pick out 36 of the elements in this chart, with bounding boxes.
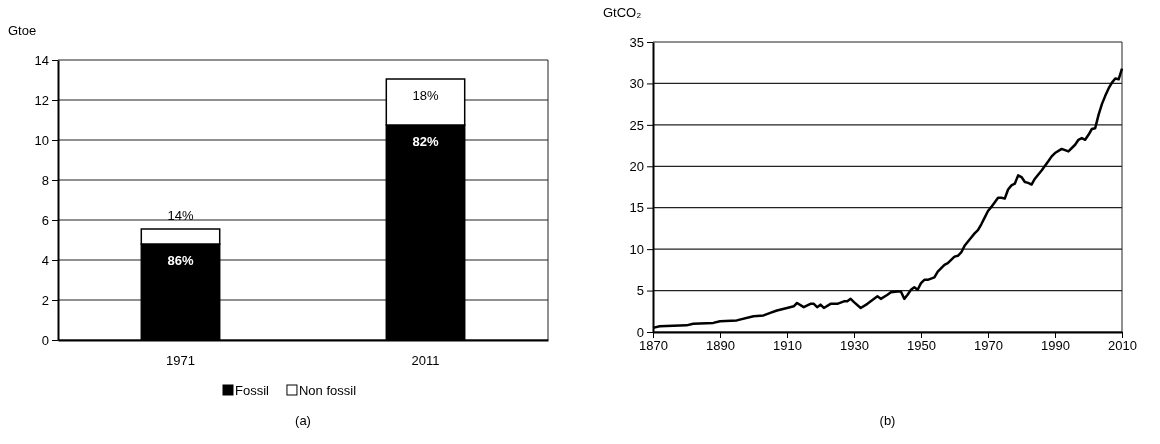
x-tick-label: 1930 bbox=[840, 338, 869, 354]
y-axis-title: GtCO₂ bbox=[603, 5, 642, 20]
annotation: 18% bbox=[412, 87, 439, 103]
annotation: 82% bbox=[412, 133, 439, 149]
x-tick-label: 1971 bbox=[166, 353, 195, 369]
x-tick-label: 1970 bbox=[974, 338, 1003, 354]
y-tick-label: 6 bbox=[41, 212, 49, 228]
y-tick-label: 4 bbox=[41, 252, 49, 268]
y-tick-label: 25 bbox=[629, 117, 644, 133]
x-tick-label: 1870 bbox=[639, 338, 668, 354]
annotation: 86% bbox=[167, 252, 194, 268]
y-axis-title: Gtoe bbox=[8, 23, 37, 38]
y-tick-label: 15 bbox=[629, 200, 644, 216]
y-tick-label: 10 bbox=[34, 132, 49, 148]
y-tick-label: 0 bbox=[41, 332, 49, 348]
text: (b) bbox=[879, 413, 896, 428]
x-tick-label: 2010 bbox=[1108, 338, 1137, 354]
x-tick-label: 1910 bbox=[773, 338, 802, 354]
y-tick-label: 10 bbox=[629, 241, 644, 257]
y-tick-label: 5 bbox=[636, 283, 644, 299]
x-tick-label: 1990 bbox=[1041, 338, 1070, 354]
x-tick-label: 1950 bbox=[907, 338, 936, 354]
y-tick-label: 0 bbox=[636, 324, 644, 340]
y-tick-label: 35 bbox=[629, 34, 644, 50]
y-tick-label: 20 bbox=[629, 158, 644, 174]
text: (a) bbox=[295, 413, 311, 428]
y-tick-label: 30 bbox=[629, 76, 644, 92]
y-tick-label: 12 bbox=[34, 92, 49, 108]
legend-label: Non fossil bbox=[298, 383, 357, 398]
legend-label: Fossil bbox=[235, 383, 270, 398]
x-tick-label: 1890 bbox=[706, 338, 735, 354]
y-tick-label: 14 bbox=[34, 52, 49, 68]
y-tick-label: 8 bbox=[41, 172, 49, 188]
annotation: 14% bbox=[167, 207, 194, 223]
x-tick-label: 2011 bbox=[411, 353, 440, 369]
y-tick-label: 2 bbox=[41, 292, 49, 308]
